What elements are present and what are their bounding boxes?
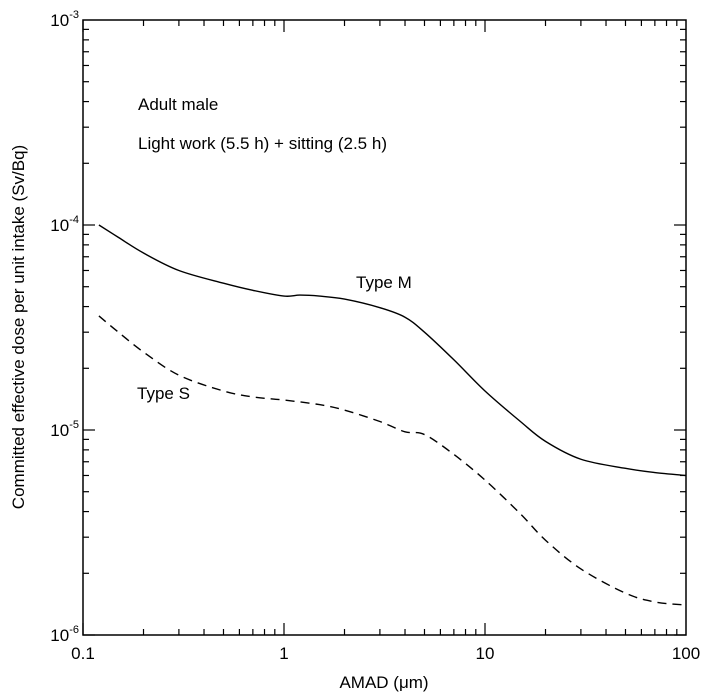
- y-tick-label: 10-6: [50, 624, 79, 645]
- x-tick-label: 1: [279, 644, 288, 663]
- plot-frame: [82, 19, 687, 636]
- x-tick-label: 100: [672, 644, 700, 663]
- y-tick-label: 10-3: [50, 9, 79, 30]
- series-line-type-s: [98, 315, 687, 606]
- annotation-adult-male: Adult male: [138, 95, 218, 114]
- y-tick-labels: 10-3 10-4 10-5 10-6: [50, 9, 79, 645]
- series-lines: [98, 224, 687, 606]
- series-label-type-m: Type M: [356, 273, 412, 292]
- y-axis-title: Committed effective dose per unit intake…: [9, 145, 28, 509]
- x-axis-title: AMAD (μm): [339, 673, 428, 692]
- x-tick-labels: 0.1 1 10 100: [71, 644, 700, 663]
- series-label-type-s: Type S: [137, 384, 190, 403]
- axis-ticks: [82, 20, 686, 636]
- y-tick-label: 10-4: [50, 214, 79, 235]
- series-line-type-m: [98, 224, 687, 477]
- x-tick-label: 10: [476, 644, 495, 663]
- y-tick-label: 10-5: [50, 419, 79, 440]
- x-tick-label: 0.1: [71, 644, 95, 663]
- annotation-work-pattern: Light work (5.5 h) + sitting (2.5 h): [138, 134, 387, 153]
